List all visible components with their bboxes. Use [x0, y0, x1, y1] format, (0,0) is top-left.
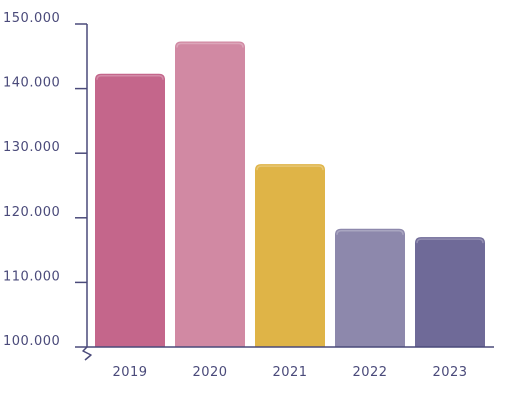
bar-highlight-2020: [176, 42, 244, 48]
y-tick-label-110.000: 110.000: [3, 269, 60, 284]
axis-break-marker: [82, 339, 92, 361]
x-tick-label-2022: 2022: [352, 365, 387, 380]
bar-highlight-2022: [336, 230, 404, 235]
y-tick-label-140.000: 140.000: [3, 76, 60, 91]
x-tick-label-2023: 2023: [432, 365, 467, 380]
y-tick-label-120.000: 120.000: [3, 205, 60, 220]
x-labels-group: 2019 2020 2021 2022 2023: [112, 365, 467, 380]
bars-group: [95, 41, 485, 347]
bar-2021: [255, 164, 325, 347]
bar-2022: [335, 228, 405, 347]
y-ticks-group: 100.000 110.000 120.000 130.000 140.000 150.0…: [3, 11, 87, 349]
bar-highlight-2019: [96, 74, 164, 80]
axes-group: [82, 24, 494, 361]
x-tick-label-2019: 2019: [112, 365, 147, 380]
x-tick-label-2021: 2021: [272, 365, 307, 380]
bar-highlight-2023: [416, 238, 484, 244]
bar-2019: [95, 73, 165, 347]
bar-2023: [415, 237, 485, 347]
y-tick-label-130.000: 130.000: [3, 140, 60, 155]
y-tick-label-100.000: 100.000: [3, 334, 60, 349]
bar-highlight-2021: [256, 165, 324, 171]
bar-2020: [175, 41, 245, 347]
x-tick-label-2020: 2020: [192, 365, 227, 380]
y-tick-label-150.000: 150.000: [3, 11, 60, 26]
